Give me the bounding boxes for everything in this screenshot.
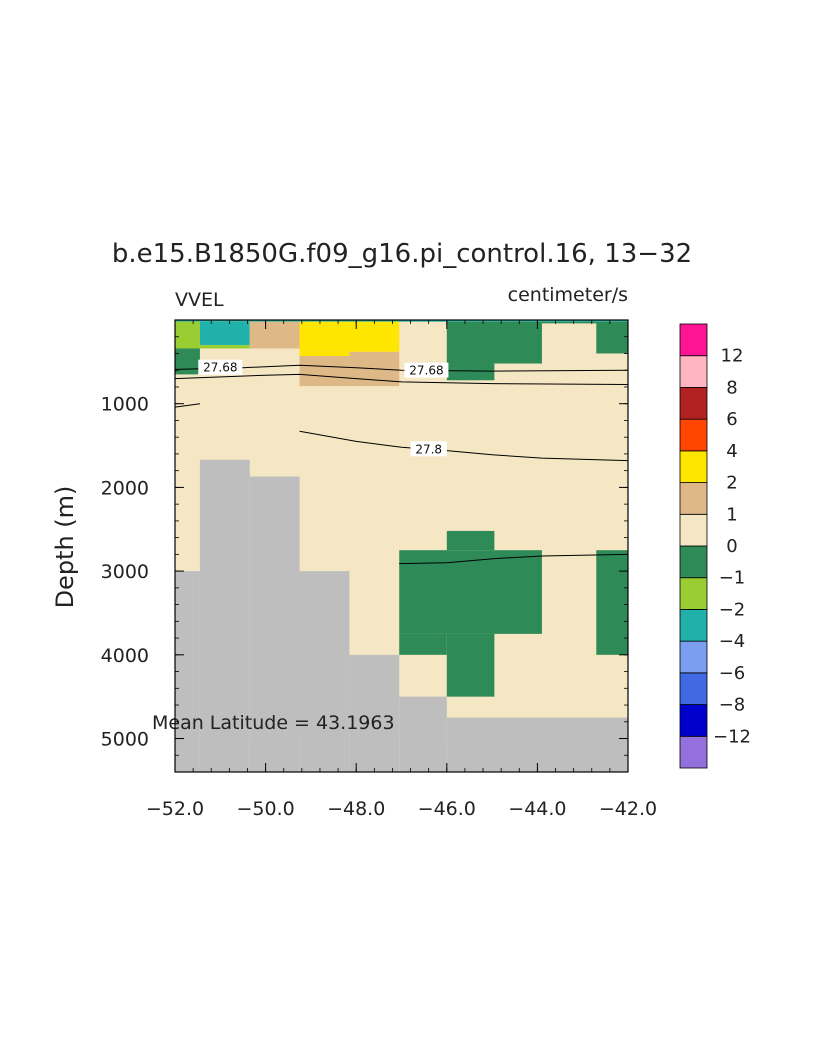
colorbar-box-11 [679, 387, 708, 420]
contour-label-bg-0-1 [404, 362, 449, 378]
field-cell-5 [175, 348, 200, 375]
land-cell-4 [349, 654, 400, 772]
field-cell-6 [249, 321, 300, 349]
field-cell-3 [199, 321, 250, 346]
field-cell-12 [446, 321, 542, 364]
y-tick-label-3: 4000 [101, 645, 149, 667]
colorbar-box-5 [679, 577, 708, 610]
field-cell-8 [299, 351, 350, 356]
contour-label-0-1: 27.68 [409, 364, 443, 378]
colorbar-box-1 [679, 704, 708, 737]
land-cell-3 [299, 571, 350, 772]
land-cell-1 [199, 459, 250, 772]
colorbar-label-5: −1 [719, 568, 746, 589]
plot-frame [174, 319, 629, 773]
colorbar-box-10 [679, 418, 708, 452]
field-cell-2 [175, 321, 200, 349]
colorbar-box-8 [679, 482, 708, 515]
contour-line-1 [174, 373, 629, 385]
land-cell-6 [446, 717, 628, 772]
field-cell-1 [175, 320, 628, 322]
field-cell-16 [399, 550, 542, 634]
colorbar-box-3 [679, 640, 708, 674]
right-subtitle: centimeter/s [508, 284, 628, 306]
field-cell-9 [349, 351, 400, 367]
contour-lines: 27.68 27.68 27.8 [174, 359, 629, 565]
colorbar-box-0 [679, 735, 708, 769]
land-cell-2 [249, 476, 300, 772]
field-cell-18 [399, 633, 447, 655]
left-subtitle: VVEL [175, 289, 224, 311]
colorbar-box-13 [679, 323, 708, 357]
colorbar-label-1: −8 [719, 695, 746, 716]
contour-line-4 [399, 553, 629, 565]
x-tick-label-0: −52.0 [146, 798, 204, 820]
field-cell-7 [299, 321, 400, 352]
field-cell-17 [446, 530, 495, 551]
x-tick-label-2: −48.0 [327, 798, 385, 820]
field-cell-14 [596, 321, 628, 354]
contour-line-2 [174, 403, 200, 408]
contour-label-bg-0-0 [198, 359, 243, 375]
colorbar-box-7 [679, 513, 708, 547]
colorbar-label-2: −6 [719, 663, 746, 684]
y-tick-label-1: 2000 [101, 477, 149, 499]
colorbar-label-11: 8 [726, 377, 737, 398]
colorbar-label-4: −2 [719, 599, 746, 620]
colorbar-box-12 [679, 355, 708, 388]
x-tick-label-5: −42.0 [599, 798, 657, 820]
colorbar-label-0: −12 [713, 726, 751, 747]
mean-latitude-annotation: Mean Latitude = 43.1963 [152, 712, 395, 734]
colorbar-label-10: 6 [726, 409, 737, 430]
field-cell-15 [541, 321, 597, 324]
x-tick-label-4: −44.0 [508, 798, 566, 820]
colorbar-label-3: −4 [719, 631, 746, 652]
land-mask [175, 459, 628, 772]
colorbar-box-2 [679, 672, 708, 705]
colorbar-label-6: 0 [726, 536, 737, 557]
axes: −52.0 −50.0 −48.0 −46.0 −44.0 −42.0 1000 2000 30… [101, 320, 657, 820]
field-cell-19 [446, 633, 495, 697]
colorbar-label-7: 1 [726, 504, 737, 525]
x-tick-label-1: −50.0 [236, 798, 294, 820]
colorbar-box-6 [679, 545, 708, 579]
contour-label-3-0: 27.8 [415, 442, 442, 456]
colorbar-box-4 [679, 609, 708, 642]
y-tick-label-2: 3000 [101, 561, 149, 583]
field-cell-10 [299, 355, 350, 364]
colorbar-box-9 [679, 450, 708, 483]
x-tick-label-3: −46.0 [418, 798, 476, 820]
colorbar-label-12: 12 [721, 346, 744, 367]
land-cell-5 [399, 696, 447, 772]
field-cell-20 [596, 550, 628, 655]
y-tick-label-4: 5000 [101, 729, 149, 751]
colorbar-label-9: 4 [726, 441, 737, 462]
contour-label-0-0: 27.68 [203, 361, 237, 375]
y-axis-label: Depth (m) [51, 486, 79, 609]
chart-title: b.e15.B1850G.f09_g16.pi_control.16, 13−3… [112, 239, 692, 269]
colorbar-label-8: 2 [726, 473, 737, 494]
field-cell-4 [199, 345, 250, 349]
contour-label-bg-3-0 [410, 441, 447, 457]
field-cell-13 [446, 363, 495, 381]
contour-line-0 [174, 364, 629, 372]
y-tick-label-0: 1000 [101, 394, 149, 416]
